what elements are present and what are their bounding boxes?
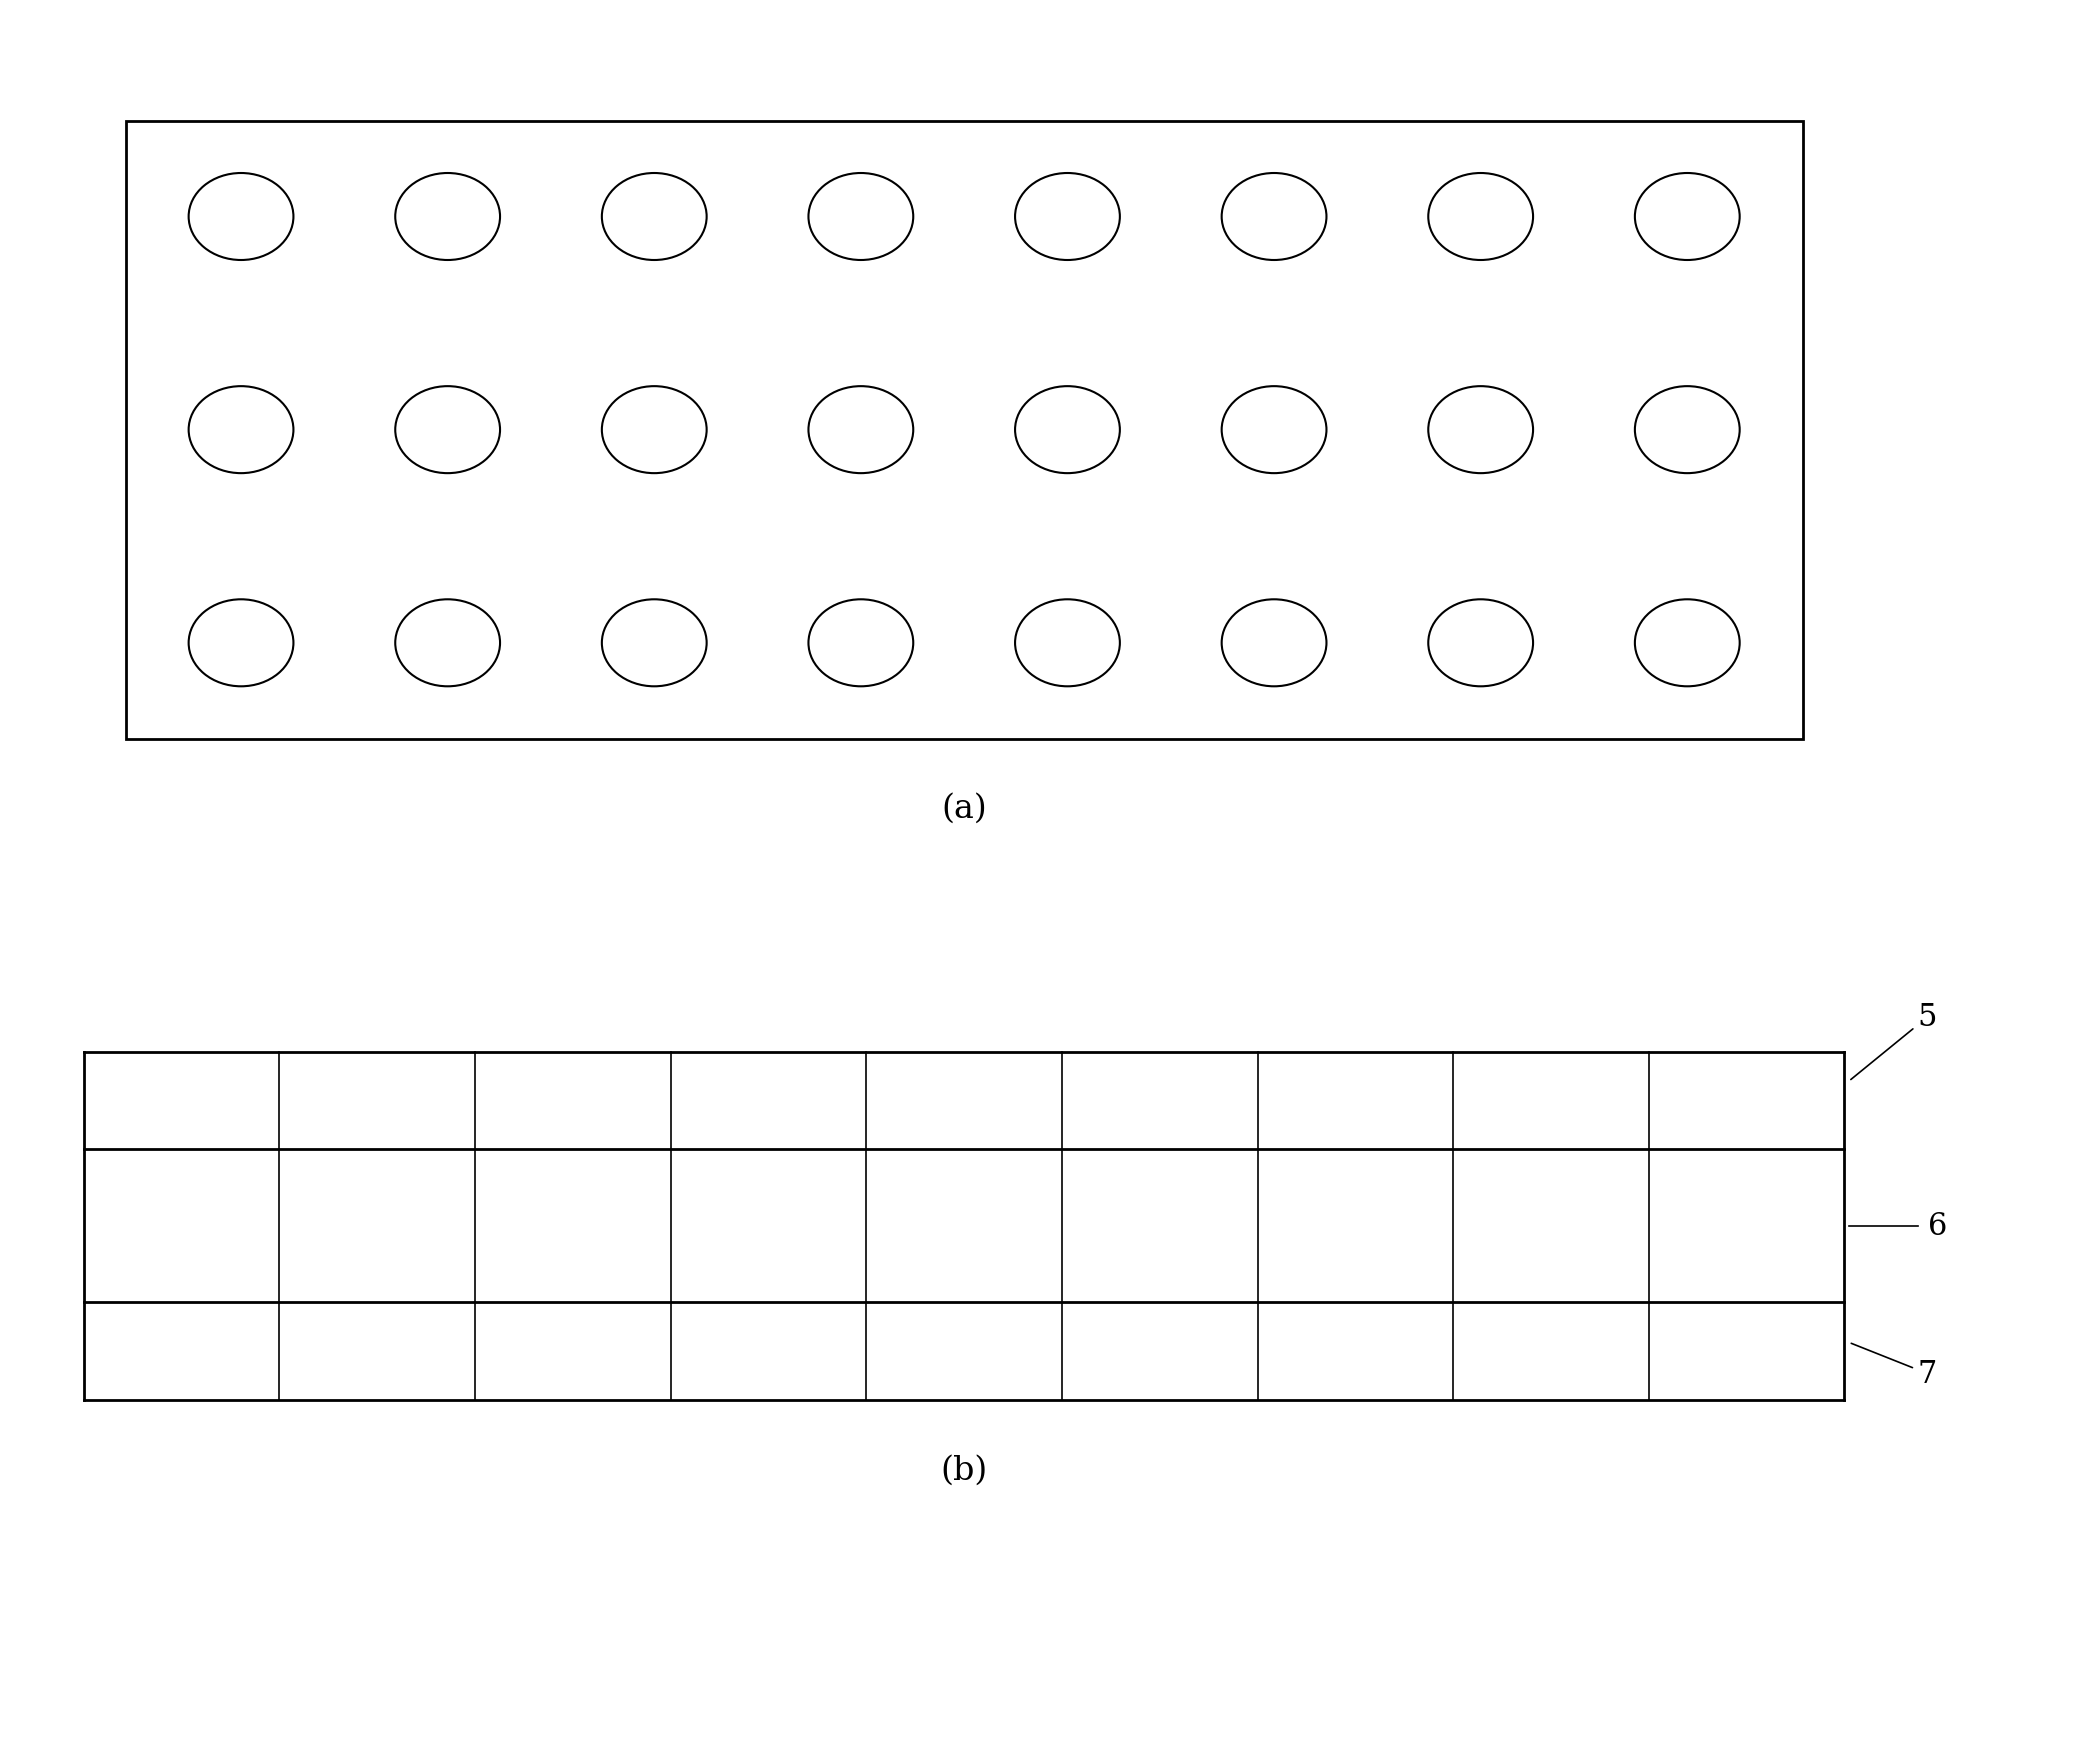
Circle shape bbox=[809, 388, 914, 475]
Bar bbox=[287, 1052, 467, 1149]
Circle shape bbox=[1222, 174, 1327, 261]
Text: 7: 7 bbox=[1851, 1344, 1937, 1389]
Bar bbox=[1266, 1149, 1444, 1303]
Bar bbox=[484, 1303, 662, 1400]
Bar bbox=[1071, 1149, 1249, 1303]
Bar bbox=[1461, 1303, 1641, 1400]
Bar bbox=[1071, 1303, 1249, 1400]
Circle shape bbox=[602, 174, 706, 261]
Bar bbox=[467, 1149, 484, 1303]
Text: 6: 6 bbox=[1928, 1210, 1947, 1242]
Circle shape bbox=[1014, 174, 1119, 261]
Text: 5: 5 bbox=[1851, 1002, 1937, 1080]
Bar bbox=[126, 122, 1803, 739]
Bar bbox=[1658, 1303, 1844, 1400]
Circle shape bbox=[396, 174, 501, 261]
Bar bbox=[857, 1052, 874, 1149]
Circle shape bbox=[1635, 600, 1740, 687]
Bar bbox=[1641, 1052, 1658, 1149]
Bar bbox=[84, 1052, 270, 1149]
Bar bbox=[1444, 1303, 1461, 1400]
Bar bbox=[679, 1303, 857, 1400]
Bar bbox=[1249, 1052, 1266, 1149]
Bar bbox=[1658, 1052, 1844, 1149]
Bar bbox=[287, 1149, 467, 1303]
Bar bbox=[1641, 1149, 1658, 1303]
Bar bbox=[1071, 1052, 1249, 1149]
Bar bbox=[874, 1052, 1054, 1149]
Circle shape bbox=[602, 388, 706, 475]
Circle shape bbox=[602, 600, 706, 687]
Text: (a): (a) bbox=[941, 793, 987, 824]
Circle shape bbox=[1014, 600, 1119, 687]
Bar bbox=[857, 1303, 874, 1400]
Circle shape bbox=[189, 174, 293, 261]
Bar bbox=[270, 1052, 287, 1149]
Bar bbox=[287, 1303, 467, 1400]
Bar bbox=[1461, 1052, 1641, 1149]
Bar bbox=[84, 1303, 270, 1400]
Bar bbox=[484, 1052, 662, 1149]
Circle shape bbox=[809, 174, 914, 261]
Bar bbox=[1054, 1149, 1071, 1303]
Bar bbox=[1266, 1303, 1444, 1400]
Text: (b): (b) bbox=[941, 1454, 987, 1485]
Circle shape bbox=[396, 600, 501, 687]
Circle shape bbox=[1635, 174, 1740, 261]
Bar bbox=[484, 1149, 662, 1303]
Circle shape bbox=[1014, 388, 1119, 475]
Bar bbox=[467, 1303, 484, 1400]
Bar bbox=[1054, 1303, 1071, 1400]
Bar bbox=[874, 1149, 1054, 1303]
Bar bbox=[662, 1149, 679, 1303]
Bar bbox=[1266, 1052, 1444, 1149]
Bar bbox=[874, 1303, 1054, 1400]
Bar bbox=[857, 1149, 874, 1303]
Circle shape bbox=[1222, 388, 1327, 475]
Bar bbox=[84, 1149, 270, 1303]
Bar bbox=[1444, 1052, 1461, 1149]
Bar bbox=[1054, 1052, 1071, 1149]
Circle shape bbox=[189, 600, 293, 687]
Bar bbox=[662, 1052, 679, 1149]
Bar bbox=[662, 1303, 679, 1400]
Bar bbox=[1658, 1149, 1844, 1303]
Circle shape bbox=[1427, 600, 1532, 687]
Bar bbox=[679, 1052, 857, 1149]
Bar bbox=[679, 1149, 857, 1303]
Bar bbox=[1461, 1149, 1641, 1303]
Circle shape bbox=[189, 388, 293, 475]
Bar bbox=[1249, 1303, 1266, 1400]
Circle shape bbox=[1427, 174, 1532, 261]
Circle shape bbox=[1635, 388, 1740, 475]
Circle shape bbox=[1222, 600, 1327, 687]
Bar bbox=[1444, 1149, 1461, 1303]
Circle shape bbox=[809, 600, 914, 687]
Bar bbox=[467, 1052, 484, 1149]
Bar bbox=[270, 1303, 287, 1400]
Bar bbox=[1249, 1149, 1266, 1303]
Bar bbox=[270, 1149, 287, 1303]
Circle shape bbox=[396, 388, 501, 475]
Bar bbox=[1641, 1303, 1658, 1400]
Circle shape bbox=[1427, 388, 1532, 475]
